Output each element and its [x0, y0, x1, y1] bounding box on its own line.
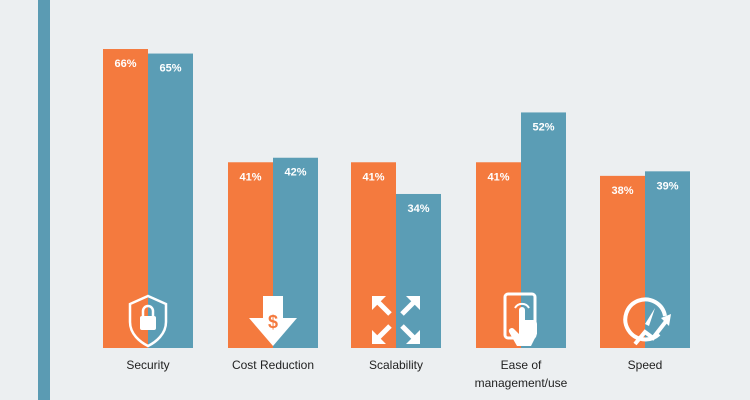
category-label: Scalability	[369, 358, 423, 372]
bar	[476, 162, 521, 348]
category-label: Security	[126, 358, 169, 372]
data-label: 38%	[611, 185, 633, 197]
data-label: 52%	[532, 121, 554, 133]
data-label: 34%	[407, 203, 429, 215]
data-label: 41%	[487, 171, 509, 183]
bar-group: 41% 34% Scalability	[351, 162, 441, 372]
bar-group: 66% 65% Security	[103, 49, 193, 372]
speedometer-icon	[623, 297, 671, 346]
bar	[396, 193, 441, 348]
bar	[103, 49, 148, 349]
dollar-down-arrow-icon: $	[249, 296, 297, 346]
svg-text:$: $	[268, 312, 278, 332]
data-label: 65%	[159, 63, 181, 75]
category-label: Speed	[628, 358, 663, 372]
data-label: 39%	[656, 180, 678, 192]
bar-group: 41% 52% Ease of management/use	[475, 112, 568, 390]
data-label: 41%	[362, 171, 384, 183]
bar	[148, 53, 193, 349]
data-label: 42%	[284, 167, 306, 179]
data-label: 41%	[239, 171, 261, 183]
data-label: 66%	[114, 58, 136, 70]
bar-group: 38% 39% Speed	[600, 171, 690, 372]
bar	[600, 175, 645, 348]
expand-arrows-icon	[372, 296, 420, 344]
bar-group: 41% 42% $ Cost Reduction	[228, 157, 318, 372]
category-label: Cost Reduction	[232, 358, 314, 372]
category-label: management/use	[475, 376, 568, 390]
category-label: Ease of	[501, 358, 542, 372]
bar	[521, 112, 566, 348]
tablet-touch-icon	[503, 292, 537, 346]
accent-bar	[38, 0, 50, 400]
shield-lock-icon	[128, 294, 168, 348]
bar	[351, 162, 396, 348]
